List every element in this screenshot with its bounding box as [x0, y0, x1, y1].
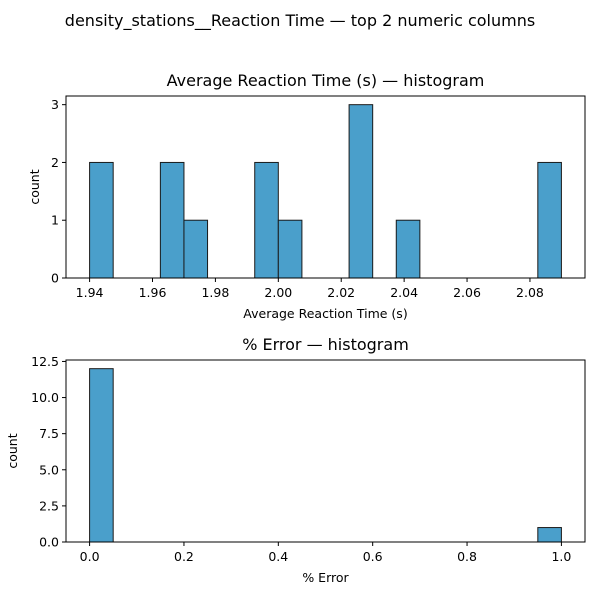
y-tick-label: 3 — [51, 97, 59, 112]
y-tick-label: 0 — [51, 271, 59, 286]
y-tick-label: 12.5 — [31, 354, 59, 369]
y-tick-label: 7.5 — [39, 426, 59, 441]
x-tick-label: 0.2 — [174, 549, 194, 564]
x-tick-label: 2.02 — [327, 285, 355, 300]
histogram-average-reaction-time: Average Reaction Time (s) — histogram 0 1… — [27, 71, 586, 321]
y-tick-label: 1 — [51, 213, 59, 228]
y-axis-label-average-reaction-time: count — [27, 169, 42, 204]
histogram-bar — [395, 219, 421, 279]
chart-title-percent-error: % Error — histogram — [242, 335, 409, 354]
y-tick-label: 5.0 — [39, 462, 59, 477]
x-tick-label: 2.04 — [390, 285, 418, 300]
y-ticks-average-reaction-time: 0 1 2 3 — [51, 97, 66, 286]
histogram-bar — [537, 527, 562, 543]
histogram-bar — [159, 161, 185, 279]
x-tick-label: 2.06 — [453, 285, 481, 300]
x-tick-label: 2.08 — [516, 285, 544, 300]
chart-title-average-reaction-time: Average Reaction Time (s) — histogram — [167, 71, 485, 90]
y-tick-label: 0.0 — [39, 535, 59, 550]
x-ticks-average-reaction-time: 1.94 1.96 1.98 2.00 2.02 2.04 2.06 2.08 — [76, 278, 544, 300]
x-tick-label: 1.0 — [551, 549, 571, 564]
y-ticks-percent-error: 0.0 2.5 5.0 7.5 10.0 12.5 — [31, 354, 66, 550]
x-tick-label: 1.94 — [76, 285, 104, 300]
bars-percent-error — [89, 368, 562, 543]
histogram-bar — [89, 161, 114, 279]
x-tick-label: 0.6 — [363, 549, 383, 564]
y-tick-label: 2.5 — [39, 498, 59, 513]
histogram-bar — [183, 219, 209, 279]
histogram-percent-error: % Error — histogram 0.0 2.5 5.0 7.5 10.0 12.5… — [5, 335, 586, 585]
x-ticks-percent-error: 0.0 0.2 0.4 0.6 0.8 1.0 — [80, 542, 571, 564]
x-tick-label: 2.00 — [264, 285, 292, 300]
x-tick-label: 0.0 — [80, 549, 100, 564]
histogram-bar — [537, 161, 562, 279]
y-tick-label: 10.0 — [31, 390, 59, 405]
axes-frame-average-reaction-time — [65, 95, 586, 279]
histogram-bar — [254, 161, 279, 279]
x-tick-label: 1.98 — [201, 285, 229, 300]
x-axis-label-percent-error: % Error — [302, 570, 349, 585]
x-tick-label: 1.96 — [139, 285, 167, 300]
y-tick-label: 2 — [51, 155, 59, 170]
x-tick-label: 0.8 — [457, 549, 477, 564]
histogram-bar — [89, 368, 114, 543]
figure-suptitle: density_stations__Reaction Time — top 2 … — [65, 11, 535, 31]
bars-average-reaction-time — [89, 104, 562, 279]
histogram-bar — [348, 104, 374, 279]
histogram-bar — [277, 219, 303, 279]
x-tick-label: 0.4 — [268, 549, 288, 564]
y-axis-label-percent-error: count — [5, 433, 20, 468]
axes-frame-percent-error — [65, 359, 586, 543]
x-axis-label-average-reaction-time: Average Reaction Time (s) — [243, 306, 407, 321]
